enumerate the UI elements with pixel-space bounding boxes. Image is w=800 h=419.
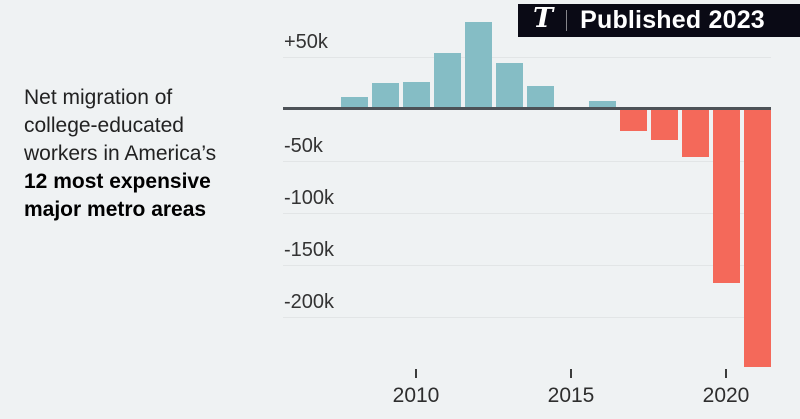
chart-title: Net migration of college-educated worker… [24, 84, 254, 224]
x-tick-2020 [725, 369, 727, 378]
y-axis-label: -200k [284, 291, 335, 313]
gridline-+50k [283, 57, 771, 58]
chart-title-line-emphasis: 12 most expensive [24, 170, 211, 193]
badge-divider [566, 10, 568, 31]
y-axis-label: +50k [284, 31, 328, 53]
bar-2011 [434, 53, 461, 109]
zero-axis-line [283, 107, 771, 110]
gridline--150k [283, 265, 771, 266]
bar-2010 [403, 82, 430, 109]
gridline--50k [283, 161, 771, 162]
gridline--100k [283, 213, 771, 214]
bar-2017 [620, 109, 647, 131]
bar-2014 [527, 86, 554, 109]
nyt-logo-icon: T [533, 3, 554, 34]
bar-2019 [682, 109, 709, 157]
publisher-badge: T Published 2023 [518, 4, 800, 37]
x-axis-label: 2015 [547, 384, 595, 407]
bar-2013 [496, 63, 523, 109]
y-axis-label: -100k [284, 187, 335, 209]
bar-2009 [372, 83, 399, 109]
chart-title-line: college-educated [24, 114, 184, 137]
bar-2018 [651, 109, 678, 140]
gridline--200k [283, 317, 771, 318]
bar-2021 [744, 109, 771, 367]
x-tick-2015 [570, 369, 572, 378]
bar-2012 [465, 22, 492, 109]
bar-2020 [713, 109, 740, 283]
x-axis-label: 2020 [702, 384, 750, 407]
x-axis-label: 2010 [392, 384, 440, 407]
bar-2016 [589, 101, 616, 109]
chart-title-line-emphasis: major metro areas [24, 198, 207, 221]
y-axis-label: -50k [284, 135, 323, 157]
y-axis-label: -150k [284, 239, 335, 261]
x-tick-2010 [415, 369, 417, 378]
chart-title-line: Net migration of [24, 86, 173, 109]
bar-2008 [341, 97, 368, 109]
published-date-label: Published 2023 [580, 6, 765, 34]
chart-title-line: workers in America’s [24, 142, 217, 165]
